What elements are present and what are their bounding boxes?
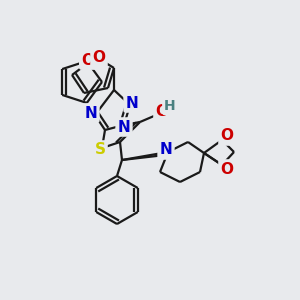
Text: O: O <box>220 161 233 176</box>
Text: N: N <box>85 106 98 121</box>
Text: O: O <box>81 52 94 68</box>
Text: S: S <box>94 142 106 158</box>
Text: O: O <box>92 50 106 64</box>
Text: O: O <box>155 104 169 119</box>
Text: N: N <box>126 95 138 110</box>
Text: O: O <box>220 128 233 143</box>
Text: N: N <box>118 119 130 134</box>
Text: H: H <box>164 99 176 113</box>
Text: N: N <box>160 142 172 158</box>
